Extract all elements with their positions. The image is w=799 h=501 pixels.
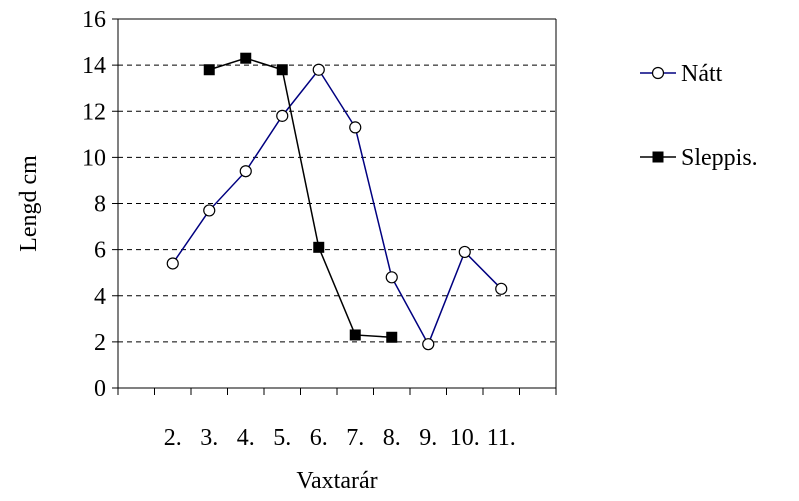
y-tick-label: 10 <box>82 145 106 171</box>
data-point <box>276 109 289 122</box>
y-tick-label: 2 <box>94 330 106 356</box>
data-point <box>166 257 179 270</box>
legend-label: Sleppis. <box>681 145 758 171</box>
y-tick-label: 0 <box>94 376 106 402</box>
x-tick-label: 5. <box>273 425 291 451</box>
legend: Nátt Sleppis. <box>640 61 758 171</box>
data-point <box>312 63 325 76</box>
gridlines <box>118 64 556 343</box>
legend-marker <box>652 151 664 163</box>
data-point <box>495 282 508 295</box>
legend-item-1: Sleppis. <box>640 145 758 171</box>
x-tick-label: 7. <box>346 425 364 451</box>
series-group <box>166 52 508 351</box>
x-tick-label: 10. <box>450 425 480 451</box>
series-line <box>209 57 392 339</box>
series-0 <box>166 63 508 351</box>
y-tick-label: 4 <box>94 284 106 310</box>
data-point <box>349 121 362 134</box>
x-tick-label: 2. <box>164 425 182 451</box>
data-point <box>313 241 325 253</box>
axes <box>112 18 557 395</box>
data-point <box>276 64 288 76</box>
y-tick-label: 6 <box>94 238 106 264</box>
data-point <box>422 338 435 351</box>
legend-marker <box>651 66 665 80</box>
data-point <box>385 271 398 284</box>
data-point <box>203 204 216 217</box>
x-tick-label: 4. <box>237 425 255 451</box>
x-tick-label: 9. <box>419 425 437 451</box>
y-tick-label: 14 <box>82 53 106 79</box>
data-point <box>386 331 398 343</box>
series-1 <box>203 52 398 343</box>
tick-labels: 0 2 4 6 8 10 12 14 16 2. 3. 4. 5. 6. 7. 8. 9. 10. 11. <box>82 7 516 451</box>
data-point <box>203 64 215 76</box>
y-tick-label: 16 <box>82 7 106 33</box>
x-tick-label: 8. <box>383 425 401 451</box>
series-line <box>172 68 502 346</box>
legend-item-0: Nátt <box>640 61 723 87</box>
data-point <box>349 329 361 341</box>
x-tick-label: 6. <box>310 425 328 451</box>
legend-label: Nátt <box>681 61 723 87</box>
data-point <box>239 165 252 178</box>
data-point <box>240 52 252 64</box>
data-point <box>458 245 471 259</box>
x-tick-label: 3. <box>200 425 218 451</box>
y-tick-label: 8 <box>94 192 106 218</box>
x-axis-title: Vaxtarár <box>296 468 377 494</box>
y-axis-title: Lengd cm <box>16 155 42 252</box>
x-tick-label: 11. <box>487 425 516 451</box>
y-tick-label: 12 <box>82 99 106 125</box>
